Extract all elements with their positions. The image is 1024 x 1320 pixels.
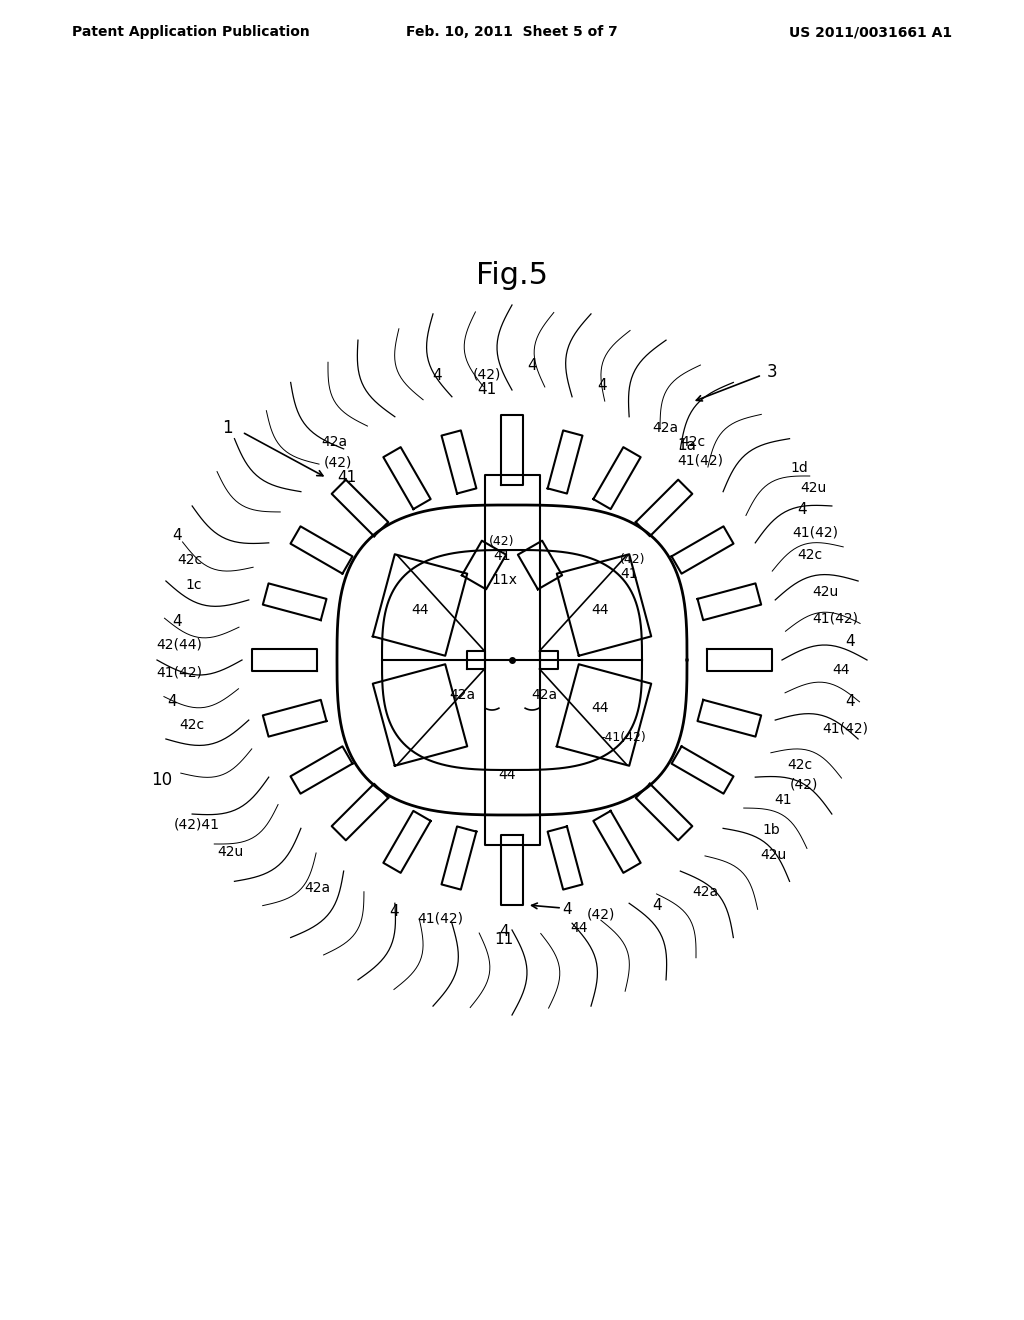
Text: 41(42): 41(42) <box>822 721 868 735</box>
Text: (42): (42) <box>473 368 501 381</box>
Text: (42): (42) <box>587 908 615 921</box>
Text: 41(42): 41(42) <box>677 453 723 467</box>
Text: 4: 4 <box>797 503 807 517</box>
Text: 41(42): 41(42) <box>156 665 202 678</box>
Text: 1b: 1b <box>762 822 779 837</box>
Text: 44: 44 <box>412 603 429 616</box>
Text: (42): (42) <box>620 553 645 566</box>
Text: 3: 3 <box>767 363 777 381</box>
Text: 42c: 42c <box>177 553 202 568</box>
Text: 4: 4 <box>652 898 662 912</box>
Text: 42a: 42a <box>449 688 475 702</box>
Text: 4: 4 <box>172 528 182 543</box>
Text: 41: 41 <box>620 568 638 581</box>
Text: 42a: 42a <box>652 421 678 436</box>
Text: 44: 44 <box>591 603 608 616</box>
Text: 42u: 42u <box>812 585 839 599</box>
Text: 4: 4 <box>562 903 571 917</box>
Text: 41: 41 <box>774 793 792 807</box>
Text: 42a: 42a <box>530 688 557 702</box>
Text: 41: 41 <box>494 549 511 564</box>
Text: Patent Application Publication: Patent Application Publication <box>72 25 309 40</box>
Text: 42a: 42a <box>321 436 347 449</box>
Text: 44: 44 <box>591 701 608 715</box>
Text: -41(42): -41(42) <box>600 731 646 744</box>
Text: 41(42): 41(42) <box>792 525 838 539</box>
Text: 4: 4 <box>499 924 509 940</box>
Text: (42): (42) <box>489 536 515 549</box>
Text: 44: 44 <box>499 768 516 781</box>
Text: 42u: 42u <box>760 847 786 862</box>
Text: US 2011/0031661 A1: US 2011/0031661 A1 <box>788 25 952 40</box>
Text: 42c: 42c <box>787 758 812 772</box>
Text: 42c: 42c <box>680 436 706 449</box>
Text: 4: 4 <box>167 694 177 710</box>
Text: 42a: 42a <box>692 884 718 899</box>
Text: 41: 41 <box>338 470 357 486</box>
Text: (42): (42) <box>790 777 818 792</box>
Text: 42u: 42u <box>218 845 244 859</box>
Text: (42): (42) <box>324 455 352 470</box>
Text: 41: 41 <box>477 383 497 397</box>
Text: 42u: 42u <box>800 480 826 495</box>
Text: 4: 4 <box>845 694 855 710</box>
Text: 42c: 42c <box>179 718 204 733</box>
Text: 1c: 1c <box>185 578 202 591</box>
Text: 44: 44 <box>570 921 588 935</box>
Text: 4: 4 <box>389 904 398 920</box>
Text: 1: 1 <box>222 418 232 437</box>
Text: 1d: 1d <box>790 461 808 475</box>
Text: 44: 44 <box>831 663 850 677</box>
Text: 4: 4 <box>527 358 537 372</box>
Text: 4: 4 <box>432 367 441 383</box>
Text: 11x: 11x <box>490 573 517 587</box>
Text: 4: 4 <box>172 615 182 630</box>
Text: 4: 4 <box>597 378 607 392</box>
Text: (42)41: (42)41 <box>174 818 220 832</box>
Text: 42c: 42c <box>797 548 822 562</box>
Text: 11: 11 <box>495 932 514 948</box>
Text: 41(42): 41(42) <box>812 611 858 624</box>
Text: Feb. 10, 2011  Sheet 5 of 7: Feb. 10, 2011 Sheet 5 of 7 <box>407 25 617 40</box>
Text: Fig.5: Fig.5 <box>476 260 548 289</box>
Text: 4: 4 <box>845 635 855 649</box>
Text: 41(42): 41(42) <box>417 911 463 925</box>
Text: 1a: 1a <box>677 437 696 453</box>
Text: 42(44): 42(44) <box>156 638 202 652</box>
Text: 42a: 42a <box>304 880 330 895</box>
Text: 10: 10 <box>151 771 172 789</box>
